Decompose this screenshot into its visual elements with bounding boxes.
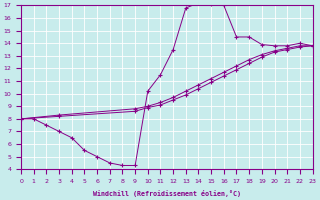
X-axis label: Windchill (Refroidissement éolien,°C): Windchill (Refroidissement éolien,°C): [93, 190, 241, 197]
